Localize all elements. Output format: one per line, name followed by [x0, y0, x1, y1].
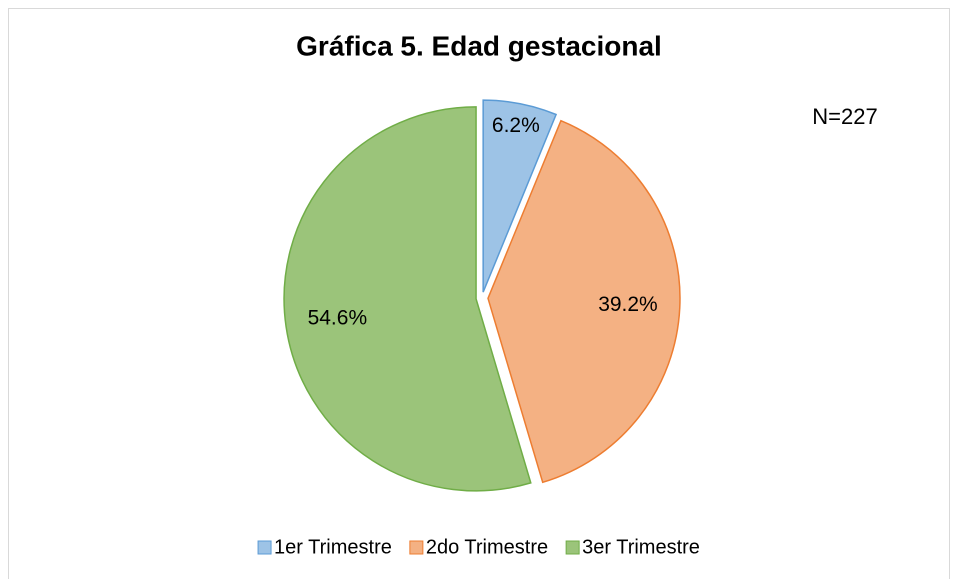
pie-slice — [482, 99, 558, 293]
annotation: N=227 — [812, 104, 877, 129]
pie-slice — [283, 106, 532, 492]
chart-border — [8, 8, 950, 579]
data-label: 6.2% — [492, 114, 540, 137]
legend-swatch — [565, 540, 580, 555]
chart-title: Gráfica 5. Edad gestacional — [296, 30, 662, 61]
data-label: 39.2% — [598, 293, 658, 316]
legend-swatch — [409, 540, 424, 555]
legend-label: 2do Trimestre — [426, 536, 548, 558]
data-label: 54.6% — [308, 307, 368, 330]
legend-swatch — [257, 540, 272, 555]
pie-slice — [487, 119, 681, 484]
legend-label: 1er Trimestre — [274, 536, 392, 558]
legend-label: 3er Trimestre — [582, 536, 700, 558]
